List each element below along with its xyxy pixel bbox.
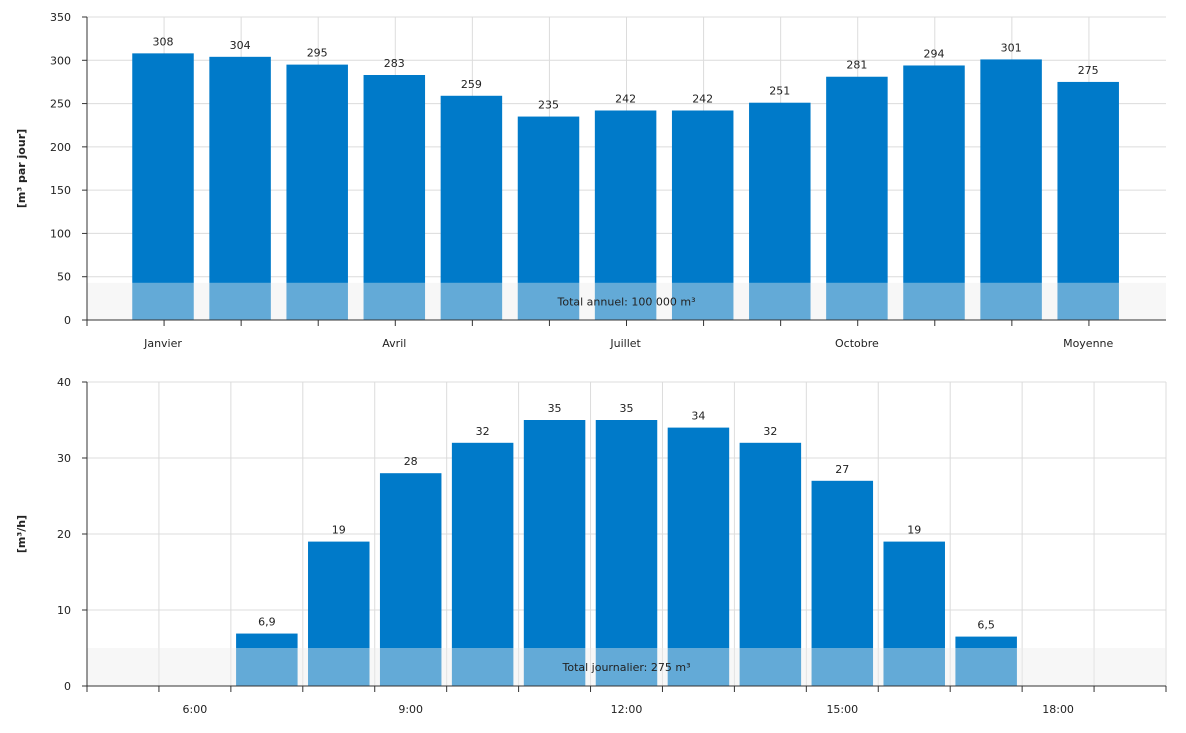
total-band-label: Total annuel: 100 000 m³ <box>557 295 696 308</box>
bar-value-label: 35 <box>620 402 634 415</box>
x-tick-label: Moyenne <box>1063 337 1113 350</box>
y-axis-title: [m³ par jour] <box>15 129 28 208</box>
bar-value-label: 301 <box>1001 41 1022 54</box>
bar <box>826 76 888 320</box>
bar <box>671 110 734 320</box>
bar <box>667 427 730 686</box>
y-tick-label: 30 <box>57 452 71 465</box>
x-tick-label: Octobre <box>835 337 879 350</box>
y-tick-label: 300 <box>50 54 71 67</box>
bar <box>595 420 658 686</box>
bar <box>286 64 348 320</box>
bar <box>883 541 945 686</box>
bar <box>980 59 1042 321</box>
bar <box>594 110 657 320</box>
bar-value-label: 275 <box>1078 64 1099 77</box>
x-tick-label: 6:00 <box>183 703 208 716</box>
bar-value-label: 235 <box>538 99 559 112</box>
bar-value-label: 294 <box>924 47 945 60</box>
bar <box>209 56 271 321</box>
bar <box>451 442 514 686</box>
bar-value-label: 283 <box>384 57 405 70</box>
total-band <box>87 282 1166 320</box>
bar-value-label: 308 <box>153 35 174 48</box>
bar <box>379 473 442 686</box>
bar-value-label: 32 <box>763 425 777 438</box>
total-band-label: Total journalier: 275 m³ <box>561 661 690 674</box>
y-tick-label: 200 <box>50 141 71 154</box>
bar <box>955 636 1017 686</box>
bar <box>236 633 298 686</box>
bar <box>523 420 586 686</box>
bar-value-label: 19 <box>907 524 921 537</box>
bar-value-label: 34 <box>691 410 705 423</box>
bar <box>132 53 194 321</box>
x-tick-label: 12:00 <box>611 703 643 716</box>
bar-value-label: 242 <box>615 92 636 105</box>
bar-value-label: 28 <box>404 455 418 468</box>
total-band <box>87 648 1166 686</box>
bar <box>308 541 370 686</box>
y-tick-label: 0 <box>64 680 71 693</box>
x-tick-label: 15:00 <box>826 703 858 716</box>
bar <box>749 102 811 320</box>
y-tick-label: 150 <box>50 184 71 197</box>
bar <box>739 442 802 686</box>
x-tick-label: Avril <box>382 337 406 350</box>
y-tick-label: 350 <box>50 11 71 24</box>
x-tick-label: 18:00 <box>1042 703 1074 716</box>
bar-value-label: 6,5 <box>977 619 995 632</box>
bar <box>440 95 503 320</box>
y-tick-label: 0 <box>64 314 71 327</box>
bar <box>903 65 965 320</box>
bar-value-label: 304 <box>230 39 251 52</box>
bar-value-label: 242 <box>692 92 713 105</box>
bar-value-label: 32 <box>476 425 490 438</box>
bar <box>811 480 874 686</box>
bar <box>517 116 580 320</box>
y-tick-label: 250 <box>50 98 71 111</box>
y-axis-title: [m³/h] <box>15 515 28 553</box>
y-tick-label: 20 <box>57 528 71 541</box>
monthly-volume-chart: 0 50 100 150 200 250 300 350 Total annuel: 100 0… <box>15 11 1166 350</box>
bar-value-label: 19 <box>332 524 346 537</box>
bar-value-label: 27 <box>835 463 849 476</box>
bar-value-label: 281 <box>846 59 867 72</box>
y-tick-label: 50 <box>57 271 71 284</box>
bar-value-label: 295 <box>307 47 328 60</box>
y-tick-label: 10 <box>57 604 71 617</box>
y-tick-label: 40 <box>57 376 71 389</box>
y-tick-label: 100 <box>50 227 71 240</box>
bar <box>1057 81 1119 320</box>
bar-value-label: 251 <box>769 85 790 98</box>
hourly-flow-chart: 0 10 20 30 40 Total journalier: 275 m³ 6,9 19 28… <box>15 376 1167 716</box>
bar-value-label: 259 <box>461 78 482 91</box>
x-tick-label: 9:00 <box>398 703 423 716</box>
bar-value-label: 6,9 <box>258 616 276 629</box>
bar <box>363 75 426 320</box>
x-tick-label: Juillet <box>609 337 641 350</box>
bar-value-label: 35 <box>548 402 562 415</box>
x-tick-label: Janvier <box>143 337 182 350</box>
